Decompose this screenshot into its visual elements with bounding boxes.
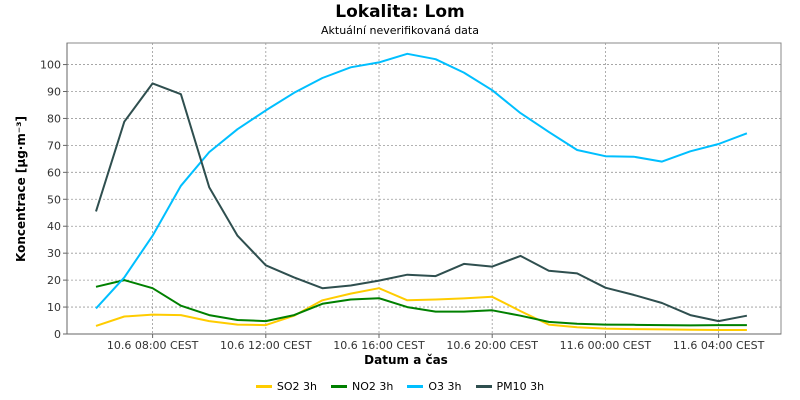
x-tick-label: 10.6 20:00 CEST bbox=[446, 339, 538, 352]
legend-label: NO2 3h bbox=[352, 380, 394, 393]
legend-item-so2: SO2 3h bbox=[255, 380, 318, 393]
y-tick-label: 50 bbox=[47, 193, 61, 206]
legend-label: O3 3h bbox=[428, 380, 462, 393]
y-tick-label: 80 bbox=[47, 112, 61, 125]
legend-swatch bbox=[475, 385, 492, 388]
x-tick-label: 10.6 12:00 CEST bbox=[220, 339, 312, 352]
x-tick-label: 10.6 16:00 CEST bbox=[333, 339, 425, 352]
y-axis-title: Koncentrace [µg·m⁻³] bbox=[14, 116, 28, 262]
legend-swatch bbox=[407, 385, 424, 388]
series-line-o3 bbox=[95, 52, 748, 310]
y-tick-label: 30 bbox=[47, 247, 61, 260]
legend-label: SO2 3h bbox=[276, 380, 318, 393]
y-tick-label: 100 bbox=[40, 59, 61, 72]
legend-swatch bbox=[255, 385, 272, 388]
legend-item-no2: NO2 3h bbox=[331, 380, 393, 393]
legend: SO2 3h NO2 3h O3 3h PM10 3h bbox=[0, 380, 800, 393]
series-line-so2 bbox=[95, 287, 747, 331]
y-tick-label: 70 bbox=[47, 139, 61, 152]
x-tick-label: 10.6 08:00 CEST bbox=[107, 339, 199, 352]
chart-subtitle: Aktuální neverifikovaná data bbox=[321, 24, 479, 37]
y-tick-label: 60 bbox=[47, 166, 61, 179]
legend-swatch bbox=[331, 385, 348, 388]
plot-area bbox=[66, 42, 782, 335]
series-line-no2 bbox=[95, 279, 747, 327]
legend-item-o3: O3 3h bbox=[407, 380, 462, 393]
x-axis-title: Datum a čas bbox=[364, 353, 448, 367]
y-tick-label: 0 bbox=[54, 328, 61, 341]
y-tick-label: 20 bbox=[47, 274, 61, 287]
x-tick-label: 11.6 04:00 CEST bbox=[673, 339, 765, 352]
y-tick-label: 10 bbox=[47, 301, 61, 314]
x-tick-label: 11.6 00:00 CEST bbox=[560, 339, 652, 352]
y-tick-label: 40 bbox=[47, 220, 61, 233]
series-line-pm10 bbox=[95, 82, 748, 323]
legend-label: PM10 3h bbox=[496, 380, 545, 393]
y-tick-label: 90 bbox=[47, 86, 61, 99]
chart-title: Lokalita: Lom bbox=[335, 2, 465, 22]
legend-item-pm10: PM10 3h bbox=[475, 380, 545, 393]
